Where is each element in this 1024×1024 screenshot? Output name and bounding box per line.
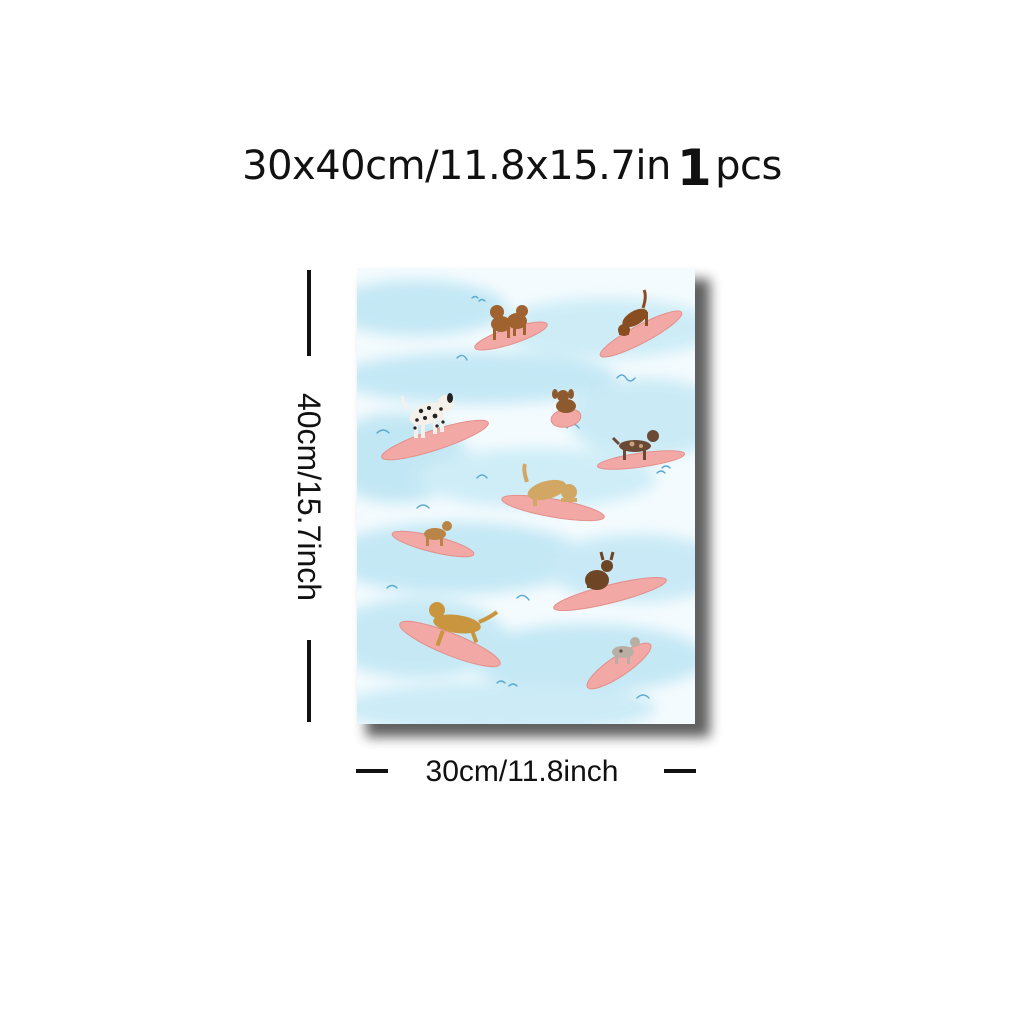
width-dimension-line-right xyxy=(664,769,696,773)
width-dimension-line-left xyxy=(356,769,388,773)
product-size-heading: 30x40cm/11.8x15.7in 1 pcs xyxy=(0,138,1024,196)
height-dimension-line-bottom xyxy=(307,640,311,722)
quantity-unit: pcs xyxy=(715,143,782,189)
quantity-number: 1 xyxy=(676,139,712,197)
size-text: 30x40cm/11.8x15.7in xyxy=(242,143,671,189)
height-label: 40cm/15.7inch xyxy=(291,392,327,602)
poster-artwork xyxy=(357,268,695,724)
height-dimension-line-top xyxy=(307,270,311,356)
surfing-dogs-illustration xyxy=(357,268,695,724)
width-label: 30cm/11.8inch xyxy=(425,755,619,788)
